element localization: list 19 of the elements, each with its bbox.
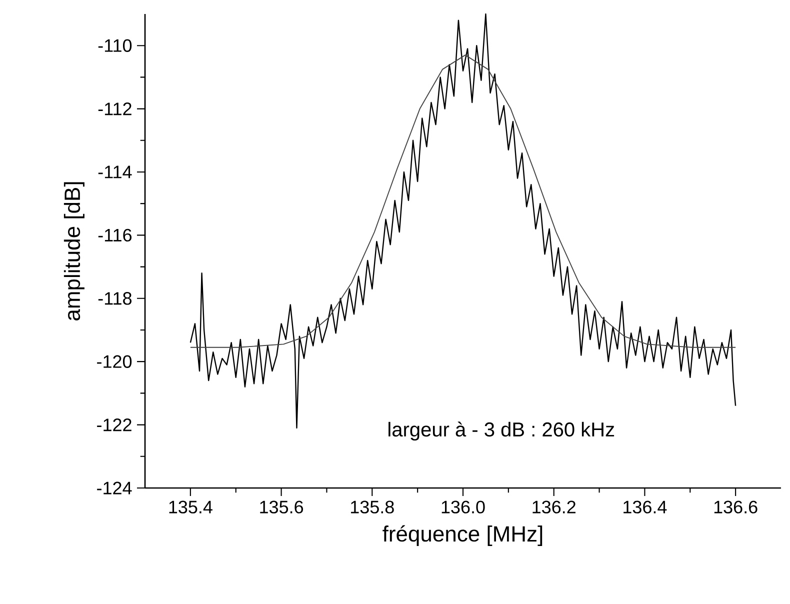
y-tick-label: -122 [97,418,132,432]
y-tick-label: -124 [97,482,132,494]
y-tick-label: -116 [98,228,132,242]
annotation: largeur à - 3 dB : 260 kHz [388,422,614,441]
x-axis-title: fréquence [MHz] [382,525,542,546]
y-axis-title: amplitude [dB] [64,182,84,320]
y-tick-label: -114 [98,166,132,178]
x-tick-label: 136.6 [714,500,758,514]
y-tick-label: -120 [97,355,132,368]
x-tick-label: 135.4 [169,500,212,514]
x-tick-label: 135.6 [260,500,304,514]
x-tick-label: 136.2 [532,500,576,514]
x-tick-label: 136.0 [442,500,485,514]
line-series [190,54,736,348]
y-tick-label: -118 [98,292,132,305]
y-tick-label: -112 [98,102,132,116]
x-tick-label: 136.4 [624,500,667,514]
y-tick-label: -110 [98,39,132,52]
x-tick-label: 135.8 [351,500,394,514]
